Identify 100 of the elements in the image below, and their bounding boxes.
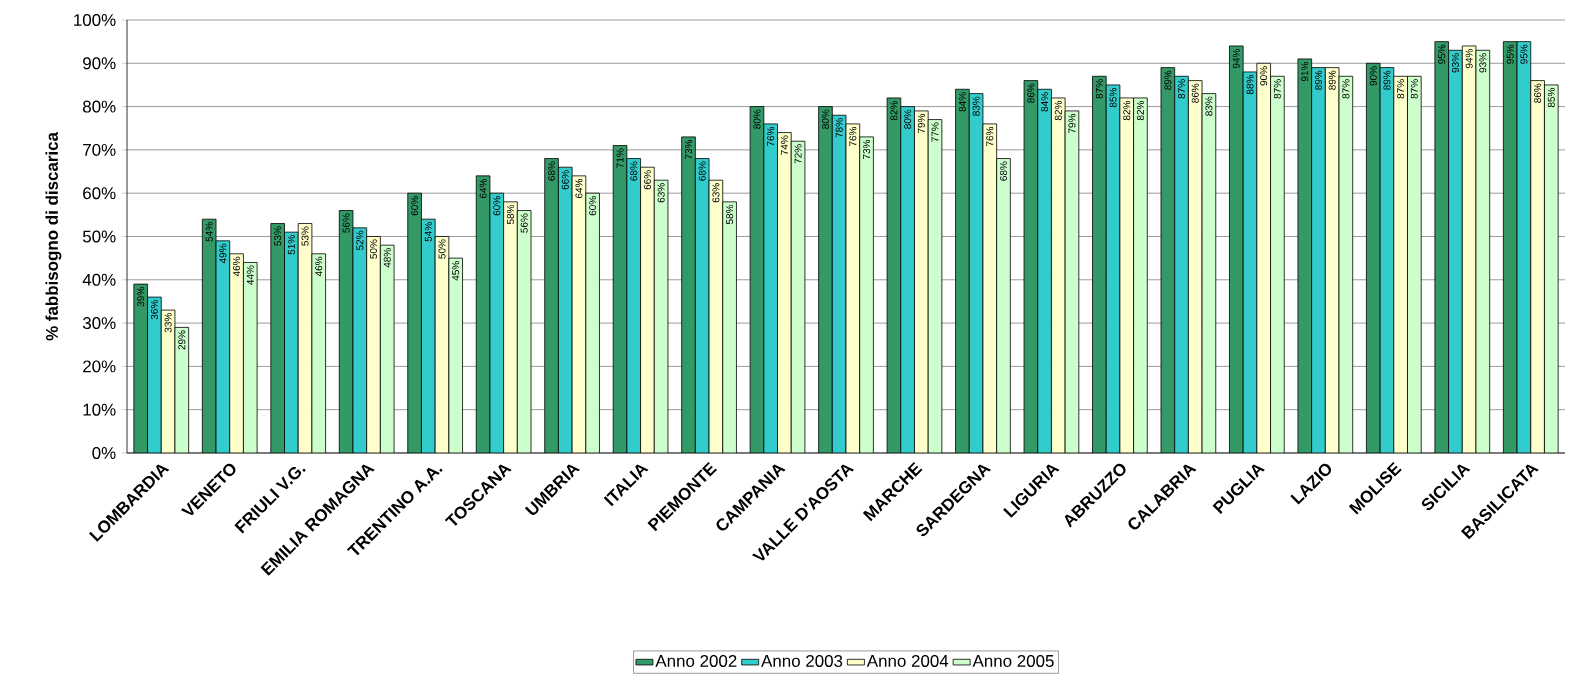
data-label: 29% [178,330,186,350]
data-label: 52% [356,230,364,251]
bar [366,236,381,453]
bar [448,258,463,453]
bar [1174,76,1189,453]
bar [1448,50,1463,453]
data-label: 82% [890,100,898,121]
data-label: 53% [274,226,282,246]
data-label: 82% [1136,100,1144,121]
data-label: 95% [1506,44,1514,64]
data-label: 68% [630,161,638,181]
data-label: 51% [287,235,295,255]
legend-label: Anno 2003 [761,654,843,667]
data-label: 84% [1041,92,1049,112]
y-tick-label: 10% [83,403,116,416]
data-label: 44% [246,265,254,285]
data-label: 88% [1246,74,1254,95]
data-label: 80% [821,109,829,129]
data-label: 39% [137,287,145,307]
data-label: 73% [863,139,871,160]
data-label: 68% [999,161,1008,181]
data-label: 45% [452,261,460,281]
data-label: 63% [657,183,665,203]
bar [914,110,929,453]
data-label: 89% [1314,70,1323,90]
data-label: 60% [589,196,597,216]
bar [859,136,874,453]
data-label: 94% [1465,49,1473,69]
data-label: 50% [438,239,446,259]
data-label: 79% [917,113,925,134]
data-label: 87% [1342,79,1350,99]
bar [421,219,436,453]
bar [1133,97,1148,453]
data-label: 89% [1164,70,1172,90]
data-label: 86% [1027,83,1035,103]
data-label: 85% [1109,87,1117,108]
bar [763,123,778,453]
y-tick-label: 20% [83,360,116,373]
data-label: 76% [849,126,857,147]
y-tick-label: 70% [83,143,116,156]
data-label: 82% [1123,100,1131,121]
data-label: 89% [1383,70,1391,90]
data-label: 87% [1397,79,1405,99]
data-label: 48% [383,248,391,268]
bar [585,193,600,453]
bar [1407,76,1422,453]
data-label: 90% [1369,66,1377,86]
data-label: 66% [643,170,651,190]
data-label: 85% [1547,87,1555,108]
data-label: 33% [164,313,172,333]
data-label: 83% [1205,96,1213,116]
data-label: 90% [1260,66,1268,86]
data-label: 86% [1534,83,1542,103]
data-label: 80% [904,109,912,129]
data-label: 56% [342,213,350,233]
data-label: 58% [726,204,734,225]
data-label: 72% [794,144,802,164]
y-tick-label: 40% [82,273,116,286]
data-label: 56% [520,213,528,233]
bar [229,253,244,453]
y-tick-label: 60% [83,187,116,200]
data-label: 74% [780,135,788,155]
data-label: 80% [753,109,761,129]
data-label: 73% [684,139,693,160]
data-label: 49% [219,243,227,264]
data-label: 93% [1451,53,1459,73]
data-label: 64% [479,178,487,198]
bar [722,201,737,453]
data-label: 36% [150,300,158,320]
y-tick-label: 80% [83,100,116,113]
data-label: 68% [698,161,706,181]
legend-label: Anno 2005 [972,654,1054,667]
data-label: 46% [233,256,241,277]
bar [1270,76,1285,453]
data-label: 60% [493,196,501,216]
y-tick-label: 0% [92,446,116,459]
data-label: 58% [506,204,514,225]
data-label: 87% [1410,79,1418,99]
data-label: 91% [1301,62,1309,82]
bar [996,158,1011,453]
y-axis-title: % fabbisogno di discarica [45,131,62,341]
bar [640,167,655,453]
bar [503,201,518,453]
data-label: 53% [301,226,309,246]
data-label: 78% [835,118,843,138]
data-label: 46% [315,256,323,277]
data-label: 86% [1191,83,1199,103]
data-label: 66% [561,170,569,190]
y-tick-label: 90% [83,57,116,70]
data-label: 84% [958,92,966,112]
data-label: 68% [548,161,556,181]
data-label: 79% [1068,113,1076,134]
data-label: 87% [1095,79,1103,99]
bar [1037,89,1052,453]
legend-label: Anno 2004 [866,654,949,667]
data-label: 50% [370,239,378,259]
bar [284,232,299,453]
legend-label: Anno 2002 [655,654,737,667]
y-tick-label: 50% [82,230,116,243]
bar [1311,67,1326,453]
